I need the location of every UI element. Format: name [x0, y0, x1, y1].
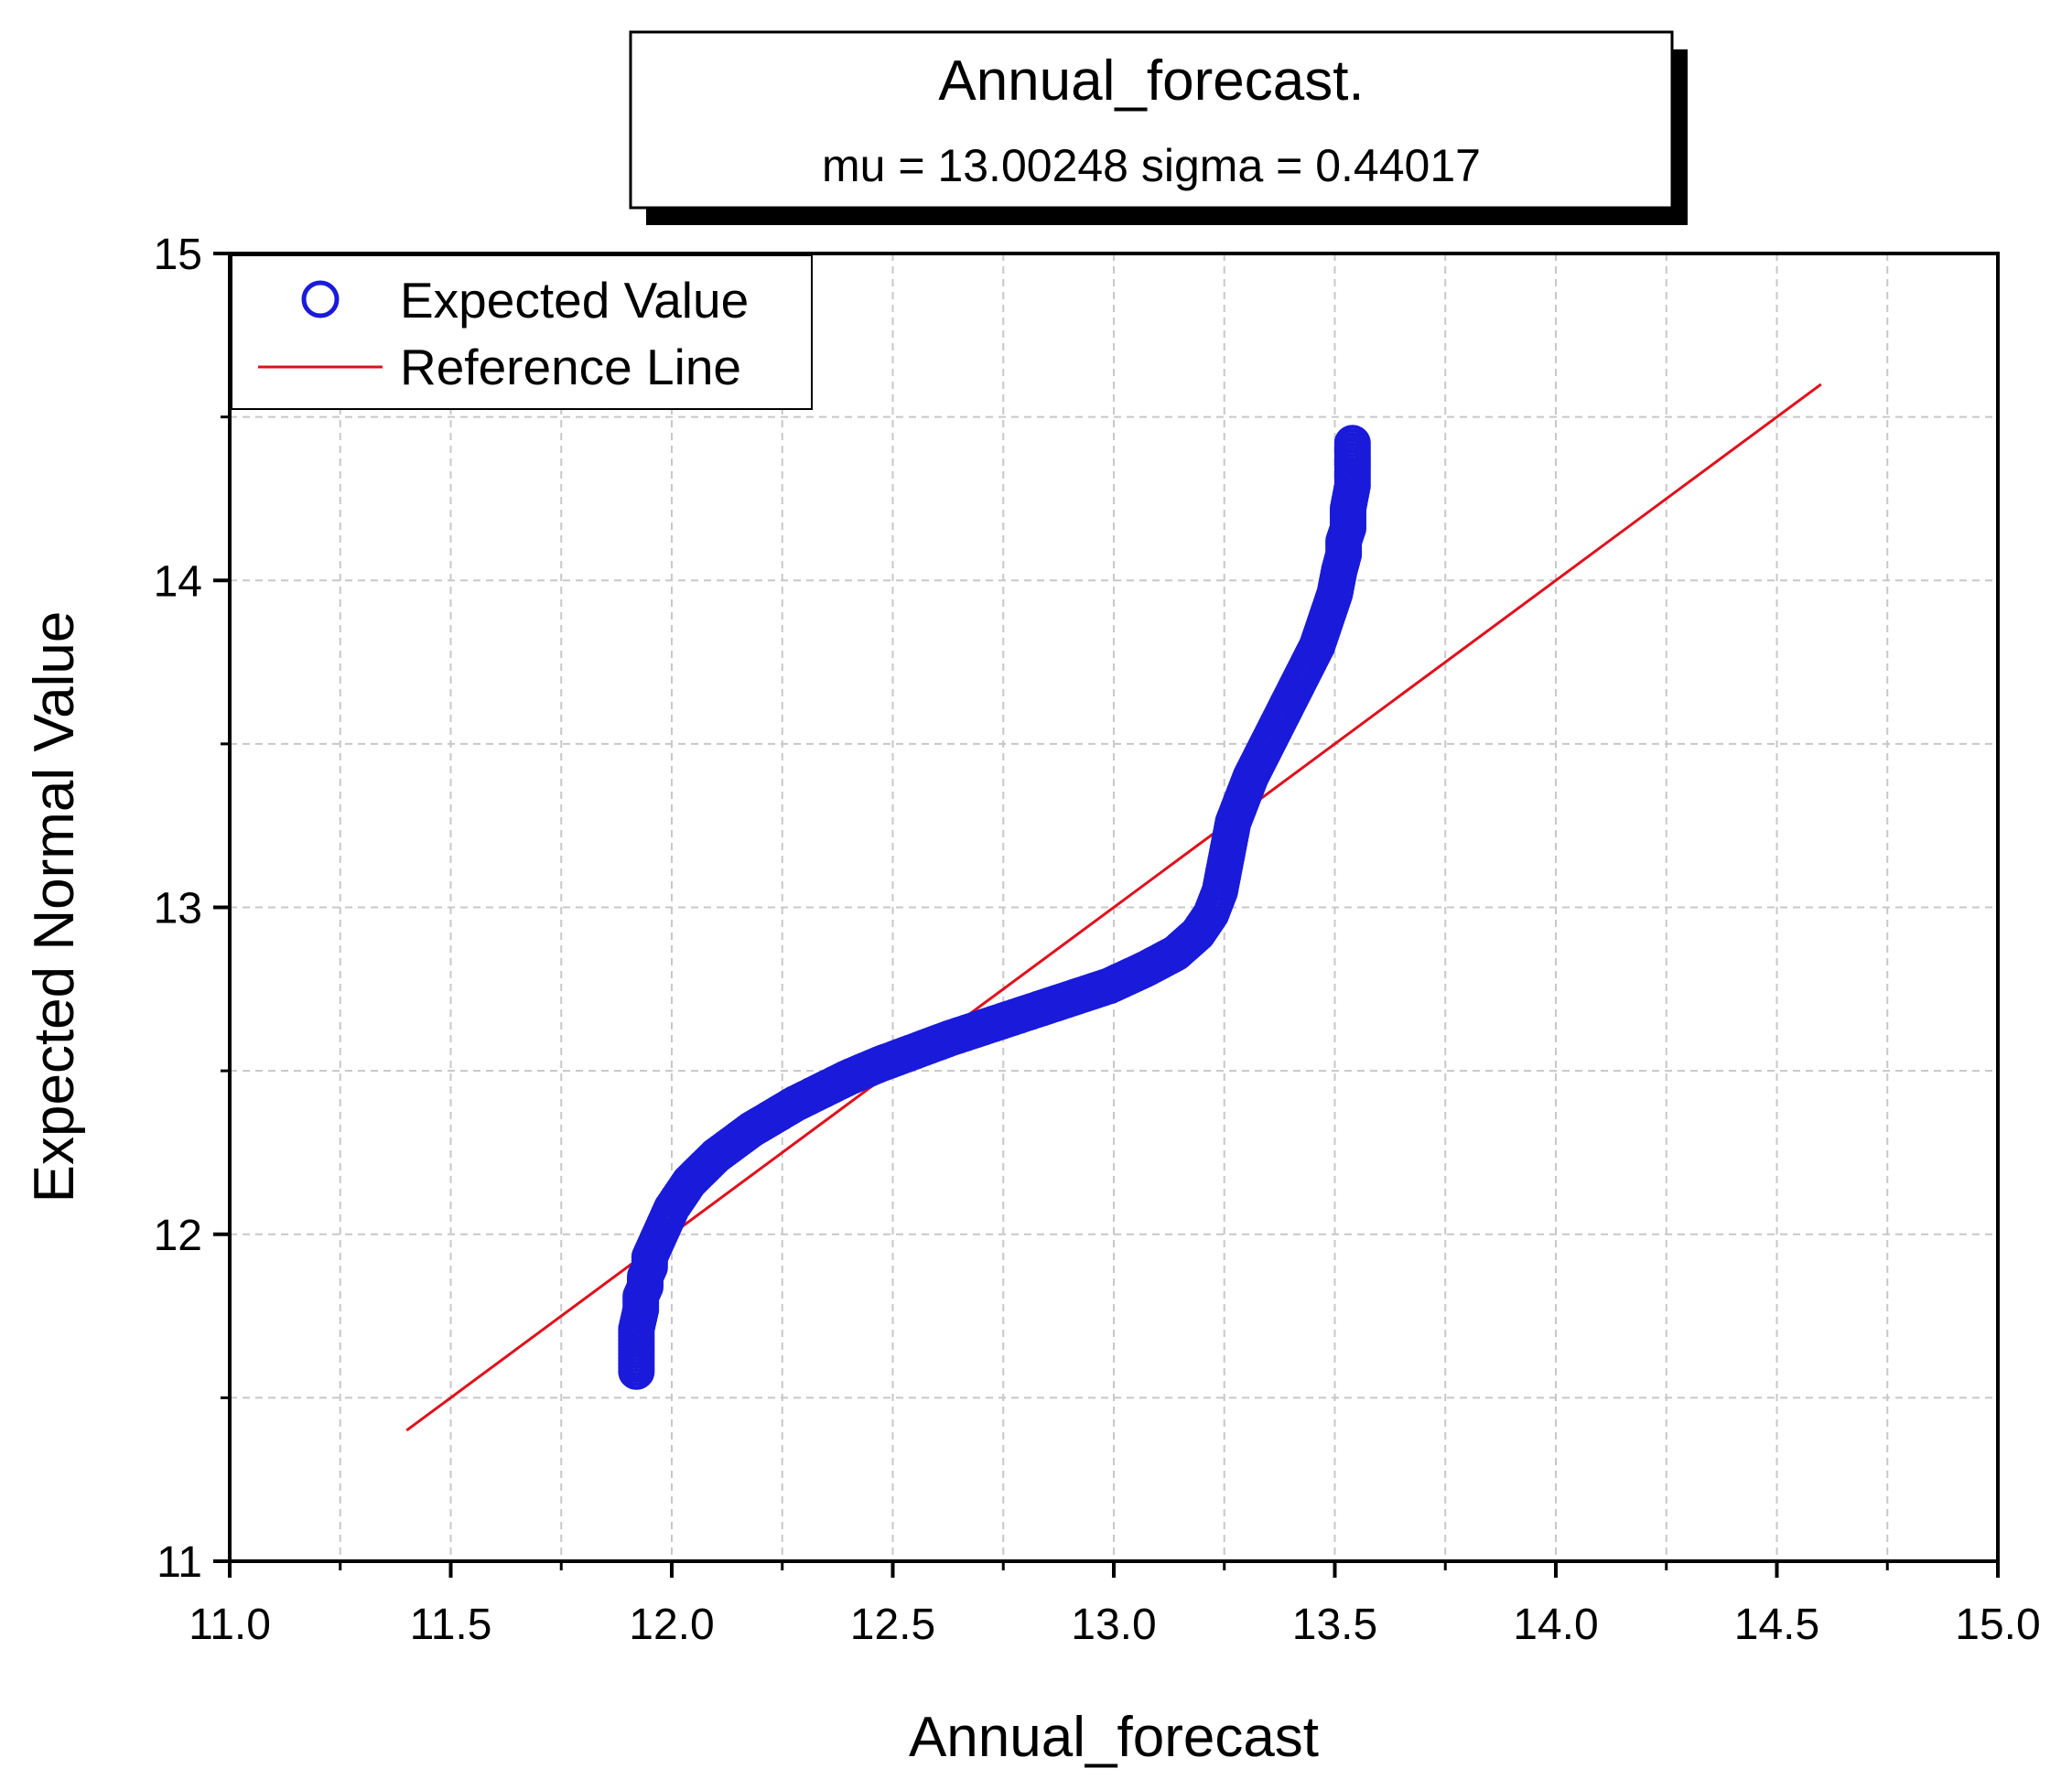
- legend-frame: [231, 254, 813, 410]
- axis-ticks: 11.0 11.5 12.0 12.5 13.0 13.5 14.0 14.5 15.0 11 12…: [154, 231, 2041, 1649]
- x-tick-label: 15.0: [1955, 1601, 2040, 1649]
- y-tick-label: 12: [154, 1212, 202, 1260]
- chart-title: Annual_forecast.: [938, 49, 1364, 113]
- data-point: [1333, 425, 1371, 462]
- x-tick-label: 12.5: [850, 1601, 935, 1649]
- title-box-frame: [629, 30, 1674, 210]
- legend-label-expected-value: Expected Value: [400, 272, 749, 329]
- legend: Expected Value Reference Line: [231, 254, 813, 410]
- x-tick-label: 14.0: [1513, 1601, 1598, 1649]
- legend-marker-expected-value: [301, 280, 340, 318]
- x-tick-label: 13.5: [1292, 1601, 1377, 1649]
- y-tick-label: 14: [154, 557, 202, 606]
- y-tick-label: 11: [156, 1538, 202, 1587]
- grid: [230, 253, 1998, 1561]
- y-tick-label: 15: [154, 231, 202, 279]
- y-axis-title: Expected Normal Value: [23, 611, 86, 1203]
- x-tick-label: 13.0: [1071, 1601, 1156, 1649]
- y-tick-label: 13: [154, 885, 202, 933]
- title-box: Annual_forecast. mu = 13.00248 sigma = 0…: [629, 30, 1688, 225]
- x-tick-label: 14.5: [1734, 1601, 1819, 1649]
- legend-label-reference-line: Reference Line: [400, 339, 741, 395]
- x-tick-label: 12.0: [629, 1601, 714, 1649]
- x-tick-label: 11.5: [410, 1601, 492, 1649]
- expected-value-points: [618, 425, 1371, 1390]
- x-axis-title: Annual_forecast: [909, 1706, 1319, 1769]
- x-tick-label: 11.0: [189, 1601, 271, 1649]
- chart-subtitle: mu = 13.00248 sigma = 0.44017: [822, 140, 1481, 191]
